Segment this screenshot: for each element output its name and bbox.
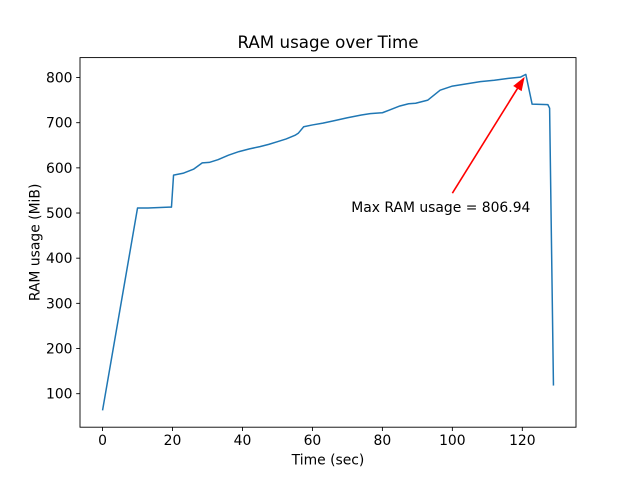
y-tick-label: 800 (46, 70, 73, 86)
y-tick-label: 400 (46, 251, 73, 267)
plot-series (101, 73, 555, 411)
y-tick-label: 200 (46, 341, 73, 357)
y-tick-label: 100 (46, 387, 73, 403)
x-tick-label: 100 (439, 433, 466, 449)
x-tick-label: 0 (98, 433, 107, 449)
y-tick-label: 500 (46, 206, 73, 222)
x-axis-label: Time (sec) (291, 453, 365, 469)
y-tick-label: 300 (46, 296, 73, 312)
y-tick-label: 700 (46, 116, 73, 132)
x-tick-label: 80 (374, 433, 392, 449)
x-tick-label: 20 (164, 433, 182, 449)
plot-area-border (79, 57, 577, 428)
x-axis: 0 20 40 60 80 100 120 (98, 427, 536, 449)
annotation-arrow-icon (451, 76, 525, 194)
y-tick-label: 600 (46, 161, 73, 177)
x-tick-label: 60 (304, 433, 322, 449)
chart-title: RAM usage over Time (237, 32, 418, 52)
ram-usage-line (101, 73, 555, 411)
y-axis-label: RAM usage (MiB) (28, 184, 44, 302)
y-axis: 100 200 300 400 500 600 700 800 (46, 70, 80, 403)
x-tick-label: 120 (509, 433, 536, 449)
x-tick-label: 40 (234, 433, 252, 449)
annotation-group: Max RAM usage = 806.94 (351, 76, 531, 216)
annotation-text: Max RAM usage = 806.94 (351, 200, 530, 216)
